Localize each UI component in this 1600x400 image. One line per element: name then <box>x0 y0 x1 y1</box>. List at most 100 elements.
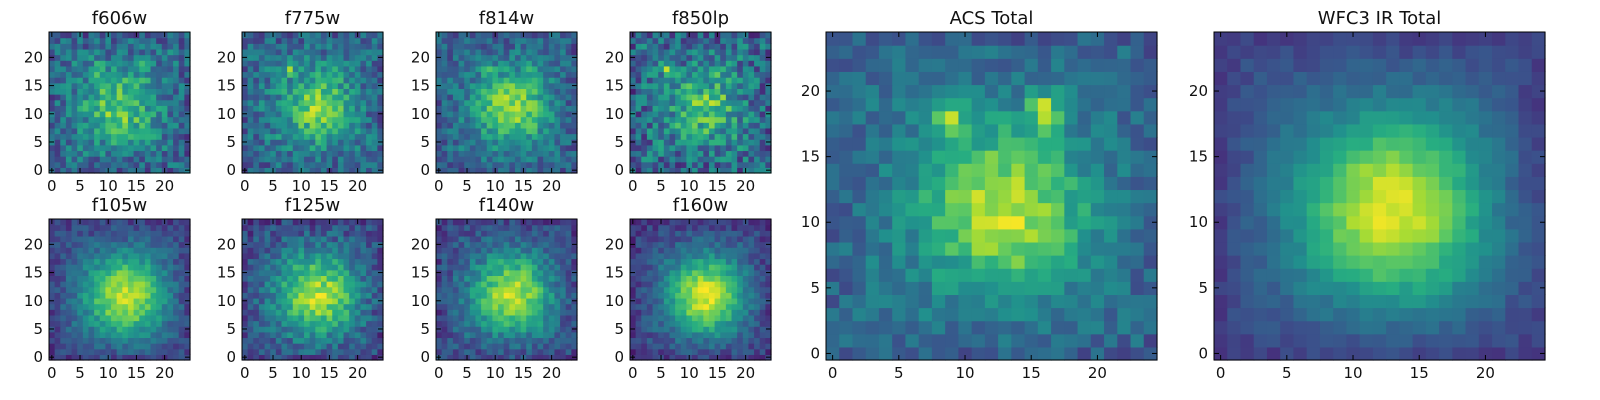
pixel <box>60 326 67 333</box>
pixel <box>371 71 378 78</box>
pixel <box>116 326 123 333</box>
pixel <box>94 71 101 78</box>
pixel <box>94 77 101 84</box>
pixel <box>652 88 659 95</box>
pixel <box>498 133 505 140</box>
pixel <box>520 348 527 355</box>
pixel <box>156 122 163 129</box>
pixel <box>253 326 260 333</box>
pixel <box>337 297 345 305</box>
pixel <box>554 326 561 333</box>
pixel <box>703 116 710 123</box>
pixel <box>537 150 544 157</box>
pixel <box>725 88 733 95</box>
pixel <box>315 314 322 322</box>
pixel <box>264 252 271 260</box>
pixel <box>526 65 533 73</box>
pixel <box>99 348 106 355</box>
pixel <box>281 314 288 322</box>
pixel <box>281 99 288 106</box>
pixel <box>720 43 727 50</box>
pixel <box>304 297 311 305</box>
pixel <box>503 292 510 299</box>
pixel <box>173 127 180 135</box>
pixel <box>520 264 527 271</box>
pixel <box>630 348 637 355</box>
pixel <box>464 122 471 129</box>
pixel <box>503 303 510 310</box>
pixel <box>441 224 448 231</box>
pixel <box>754 292 761 299</box>
pixel <box>178 297 185 305</box>
pixel <box>481 281 488 288</box>
pixel <box>167 326 174 333</box>
pixel <box>703 43 710 50</box>
pixel <box>292 354 299 361</box>
pixel <box>94 161 101 168</box>
pixel <box>354 326 362 333</box>
f140w-title: f140w <box>479 195 534 216</box>
pixel <box>94 116 101 123</box>
pixel <box>173 37 180 44</box>
pixel <box>543 343 550 350</box>
pixel <box>492 99 499 106</box>
pixel <box>630 156 637 163</box>
pixel <box>184 88 191 95</box>
pixel <box>315 343 322 350</box>
pixel <box>60 292 67 299</box>
pixel <box>680 127 687 135</box>
pixel <box>287 331 294 339</box>
pixel <box>65 150 73 157</box>
pixel <box>441 269 448 276</box>
pixel <box>326 281 333 288</box>
pixel <box>498 71 505 78</box>
pixel <box>127 354 135 361</box>
pixel <box>675 309 682 316</box>
pixel <box>492 275 499 282</box>
pixel <box>94 127 101 135</box>
pixel <box>111 230 118 237</box>
pixel <box>531 275 539 282</box>
pixel <box>652 144 659 152</box>
pixel <box>292 252 299 260</box>
pixel <box>139 167 146 174</box>
pixel <box>692 54 699 61</box>
pixel <box>173 144 180 152</box>
pixel <box>343 343 350 350</box>
pixel <box>571 122 578 129</box>
pixel <box>509 258 516 265</box>
pixel <box>748 326 755 333</box>
pixel <box>475 116 482 123</box>
pixel <box>548 286 556 293</box>
pixel <box>354 309 362 316</box>
pixel <box>754 71 761 78</box>
pixel <box>543 127 550 135</box>
f105w-image <box>49 219 191 361</box>
pixel <box>725 60 733 67</box>
pixel <box>304 110 311 118</box>
pixel <box>436 247 443 254</box>
pixel <box>258 77 266 84</box>
pixel <box>360 116 367 123</box>
pixel <box>287 292 294 299</box>
pixel <box>349 292 356 299</box>
pixel <box>275 343 283 350</box>
pixel <box>503 122 510 129</box>
pixel <box>144 88 152 95</box>
pixel <box>469 258 477 265</box>
pixel <box>349 161 356 168</box>
pixel <box>720 116 727 123</box>
pixel <box>315 139 322 146</box>
pixel <box>281 127 288 135</box>
pixel <box>635 281 642 288</box>
pixel <box>161 252 169 260</box>
pixel <box>309 297 316 305</box>
pixel <box>258 54 266 61</box>
pixel <box>641 65 648 73</box>
pixel <box>156 235 163 243</box>
pixel <box>737 348 744 355</box>
pixel <box>332 219 339 226</box>
pixel <box>754 88 761 95</box>
pixel <box>377 122 384 129</box>
pixel <box>111 297 118 305</box>
